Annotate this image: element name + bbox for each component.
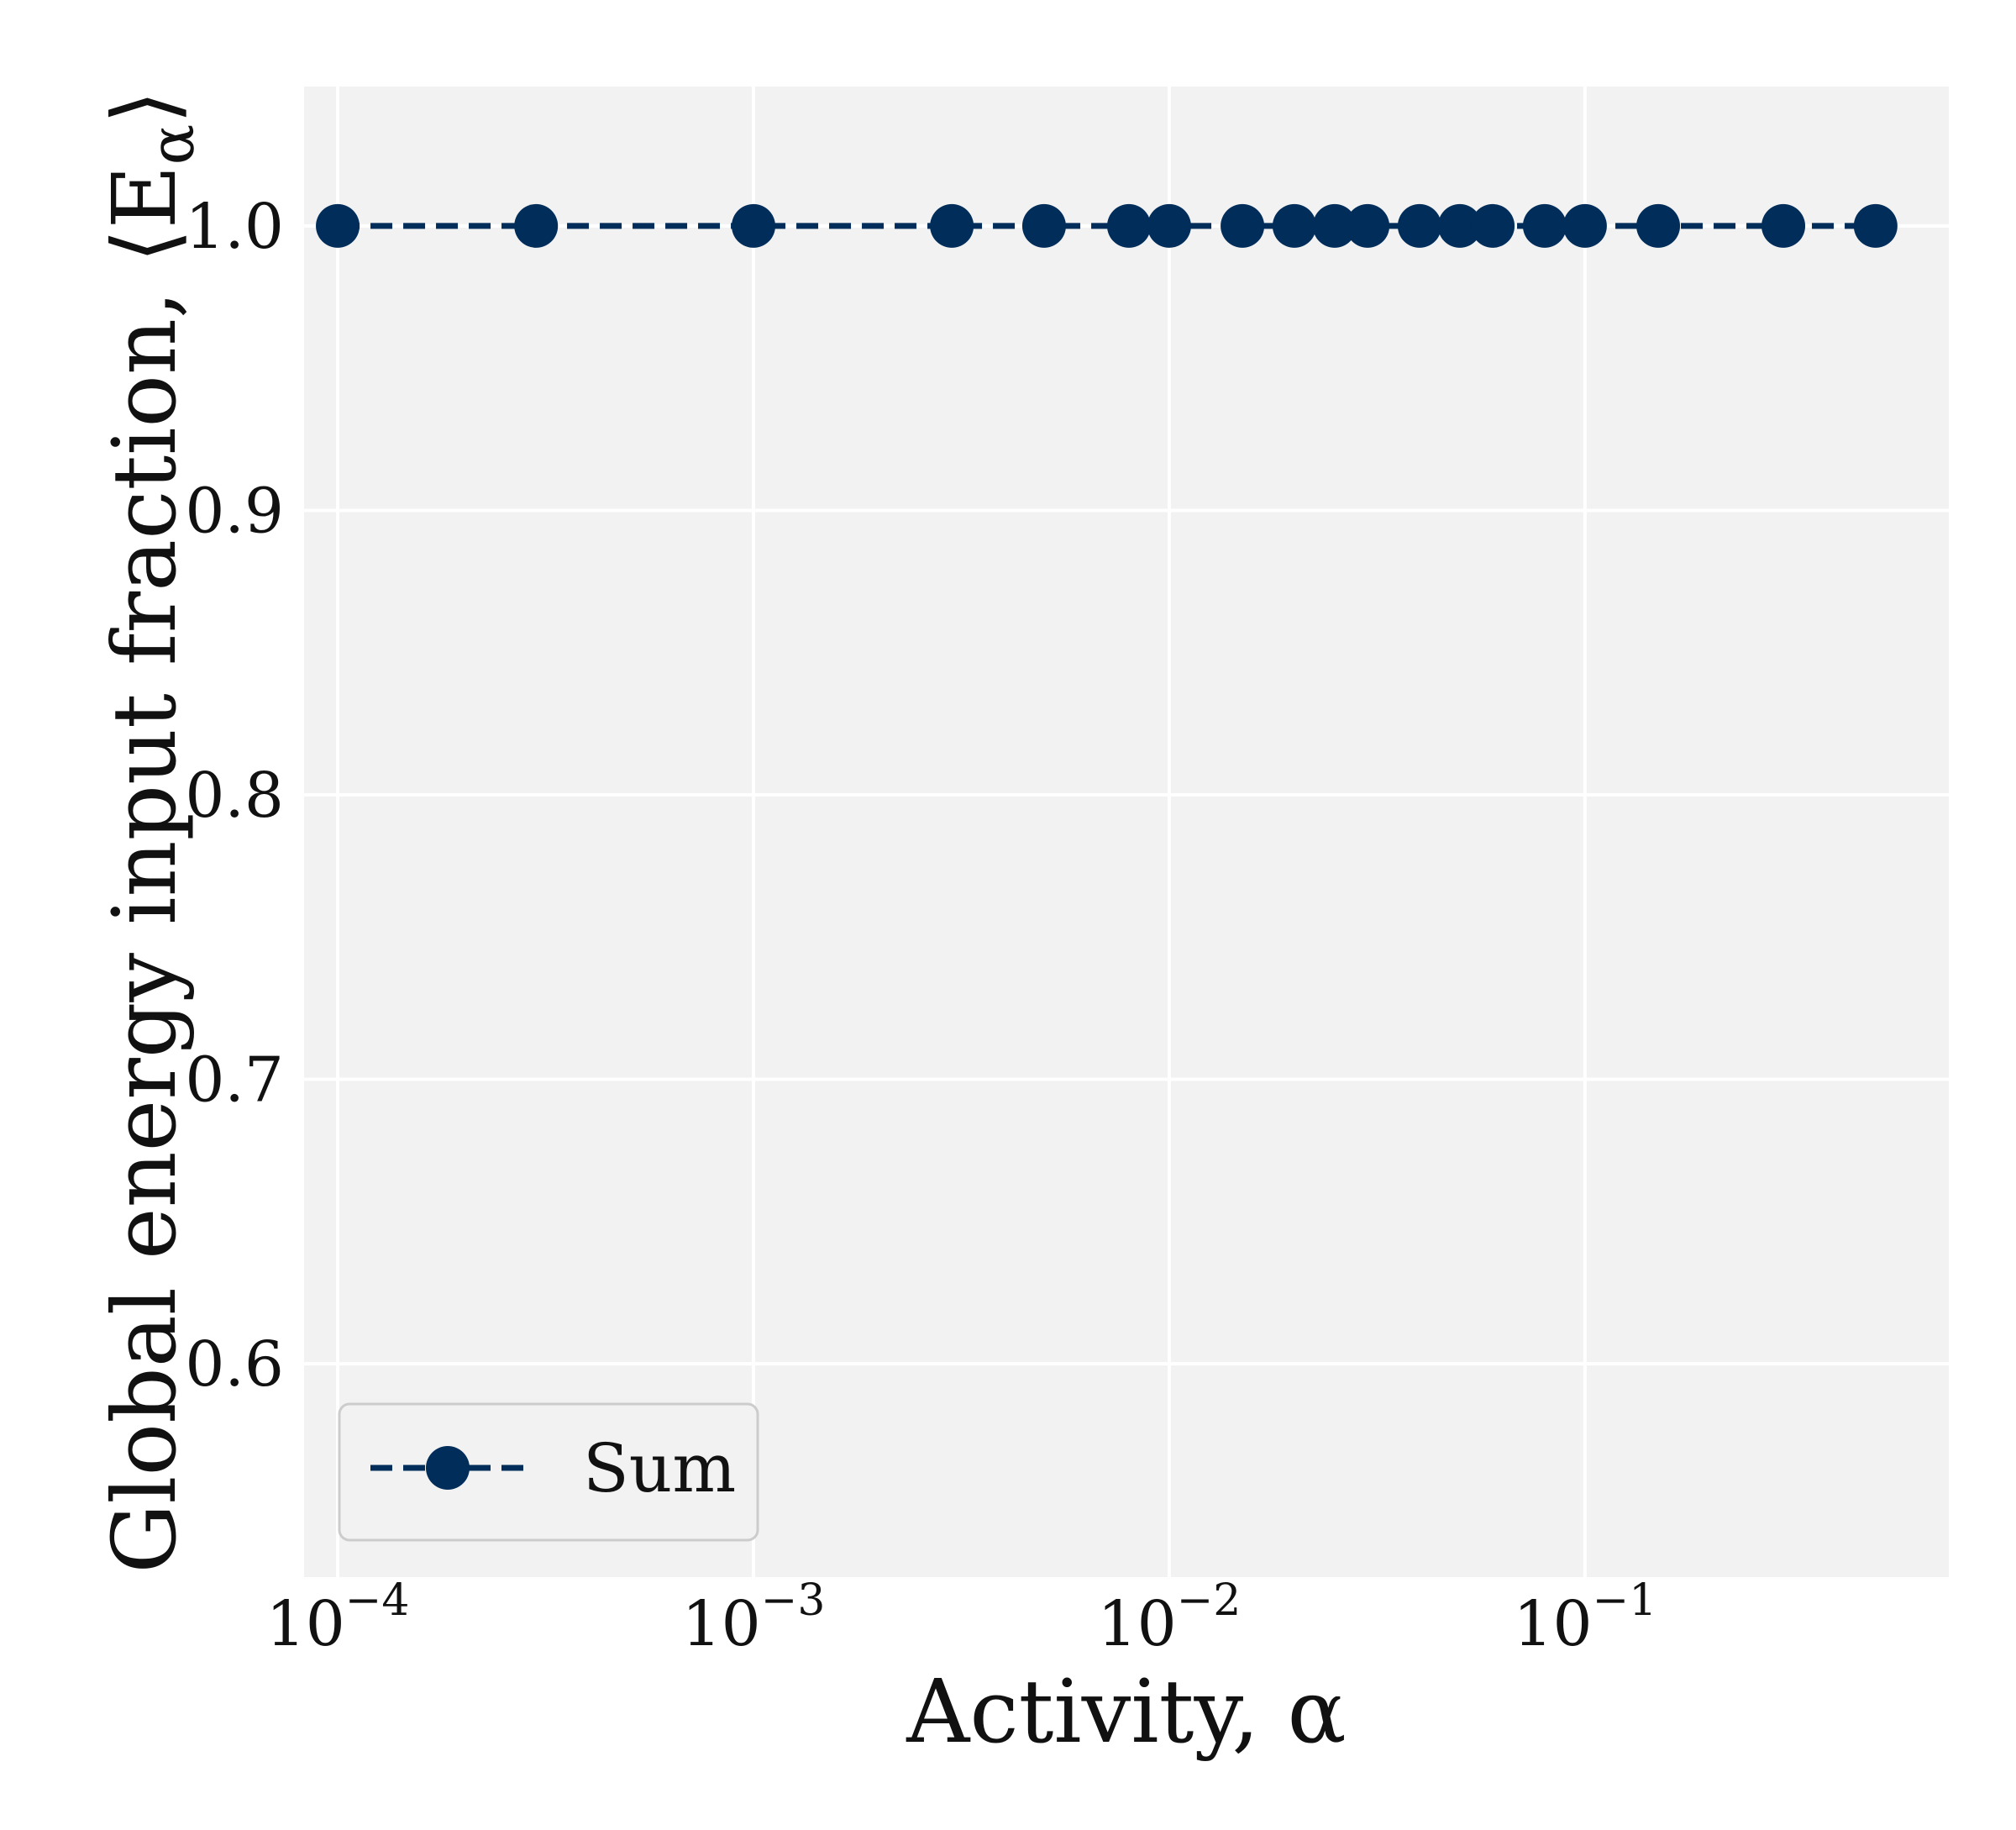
data-point [316, 203, 360, 248]
y-tick-label: 0.8 [185, 760, 284, 832]
data-point [731, 203, 775, 248]
x-axis-title: Activity, α [906, 1660, 1347, 1763]
x-tick-base: 10 [1098, 1588, 1177, 1660]
x-tick-base: 10 [682, 1588, 761, 1660]
y-tick-label: 1.0 [185, 191, 284, 263]
x-tick-labels: 10−4 10−3 10−2 10−1 [266, 1575, 1657, 1660]
x-tick-exponent: −2 [1177, 1575, 1242, 1626]
data-point [514, 203, 559, 248]
y-axis-title-main: Global energy input fraction, ⟨E [93, 165, 196, 1573]
data-point [1522, 203, 1567, 248]
legend: Sum [338, 1402, 759, 1542]
data-point [1397, 203, 1441, 248]
series-layer [316, 203, 1898, 248]
data-point [1761, 203, 1806, 248]
data-point [930, 203, 974, 248]
legend-label-sum: Sum [583, 1429, 736, 1507]
data-point [1562, 203, 1607, 248]
data-point [1021, 203, 1066, 248]
x-tick-label: 10−1 [1513, 1575, 1656, 1660]
x-tick-label: 10−3 [682, 1575, 826, 1660]
y-tick-label: 0.7 [185, 1044, 284, 1117]
data-point [1437, 203, 1482, 248]
data-point [1147, 203, 1191, 248]
x-tick-exponent: −4 [345, 1575, 410, 1626]
x-tick-exponent: −3 [761, 1575, 826, 1626]
x-tick-base: 10 [1513, 1588, 1592, 1660]
y-tick-label: 0.6 [185, 1328, 284, 1401]
data-point [1312, 203, 1357, 248]
y-tick-label: 0.9 [185, 475, 284, 547]
data-point [1853, 203, 1898, 248]
x-tick-label: 10−4 [266, 1575, 410, 1660]
legend-marker-sum [426, 1446, 470, 1490]
y-tick-labels: 0.6 0.7 0.8 0.9 1.0 [185, 191, 284, 1401]
x-tick-base: 10 [266, 1588, 345, 1660]
y-axis-title-subscript: α [137, 124, 207, 166]
x-tick-label: 10−2 [1098, 1575, 1242, 1660]
plot-background [304, 87, 1949, 1577]
y-axis-title-close: ⟩ [93, 90, 196, 124]
data-point [1346, 203, 1390, 248]
data-point [1471, 203, 1515, 248]
x-tick-exponent: −1 [1593, 1575, 1657, 1626]
data-point [1221, 203, 1265, 248]
data-point [1272, 203, 1316, 248]
data-point [1636, 203, 1681, 248]
legend-box [338, 1402, 759, 1542]
data-point [1106, 203, 1151, 248]
y-axis-title: Global energy input fraction, ⟨Eα⟩ [93, 90, 207, 1574]
